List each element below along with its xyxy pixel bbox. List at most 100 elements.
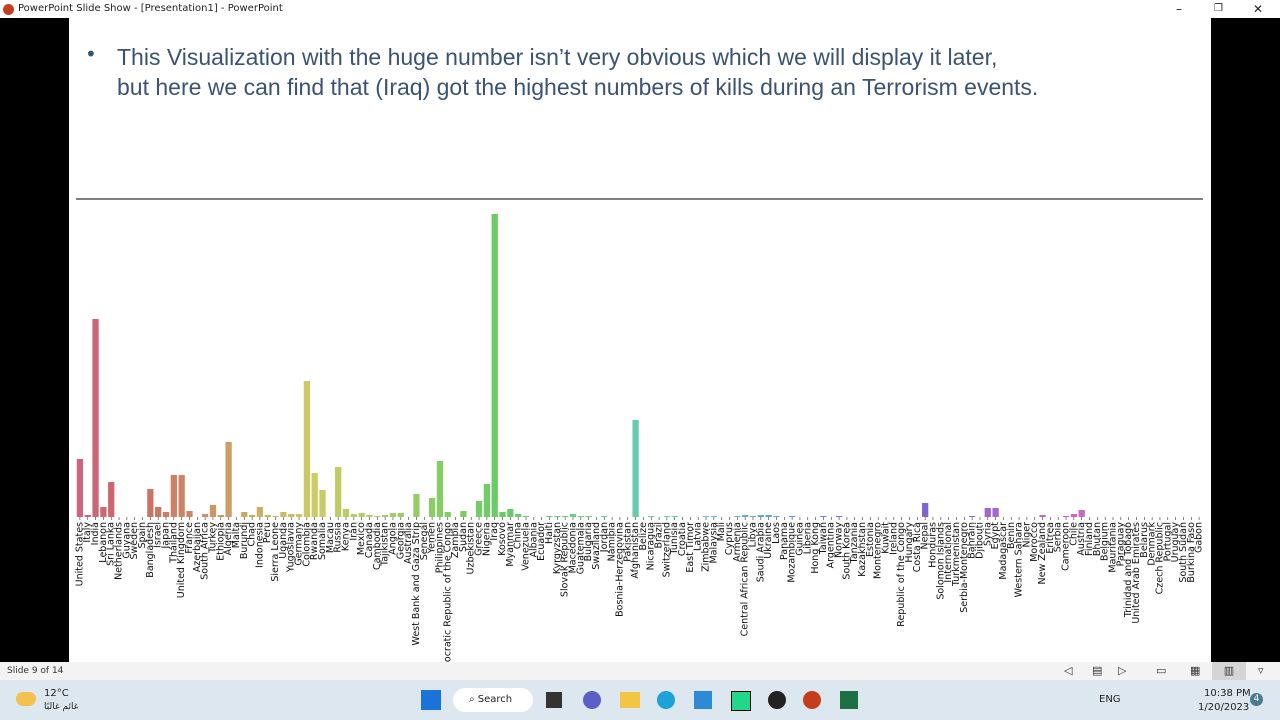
app-icon[interactable] xyxy=(840,691,858,709)
clock-time[interactable]: 10:38 PM xyxy=(1204,688,1251,699)
x-tick-label: China xyxy=(513,522,524,549)
bar xyxy=(632,420,639,517)
app-icon[interactable] xyxy=(583,691,601,709)
x-tick-label: Tajikistan xyxy=(380,522,391,567)
x-tick-label: Algeria xyxy=(223,522,234,555)
x-tick-label: Madagascar xyxy=(998,522,1009,580)
x-tick-label: Norway xyxy=(834,522,845,558)
notification-badge[interactable]: 4 xyxy=(1250,693,1263,706)
x-tick-label: Afghanistan xyxy=(630,522,641,579)
language[interactable]: ENG xyxy=(1099,694,1121,705)
x-tick-label: Zimbabwe xyxy=(701,522,712,572)
x-tick-label: France xyxy=(184,522,195,554)
bar xyxy=(350,514,357,517)
x-tick-label: Central African Republic xyxy=(740,522,751,636)
x-tick-label: Albania xyxy=(528,522,539,557)
x-tick-label: Slovak Republic xyxy=(560,522,571,597)
x-tick-label: Mexico xyxy=(356,522,367,555)
x-tick-label: Denmark xyxy=(1147,522,1158,566)
status-bar: Slide 9 of 14 ◁ ▤ ▷ ▭ ▦ ▥ ▿ xyxy=(0,662,1280,680)
app-icon[interactable] xyxy=(803,691,821,709)
x-tick-label: Mali xyxy=(716,522,727,541)
bar xyxy=(186,511,193,517)
app-icon[interactable] xyxy=(731,691,751,711)
x-tick-label: Czech Republic xyxy=(1154,522,1165,594)
x-tick-label: Macedonia xyxy=(567,522,578,573)
x-tick-label: Swaziland xyxy=(591,522,602,570)
prev-button[interactable]: ◁ xyxy=(1064,664,1073,677)
x-tick-label: Sri Lanka xyxy=(106,522,117,566)
x-tick-label: Italy xyxy=(82,522,93,543)
slideshow-view[interactable]: ▿ xyxy=(1258,664,1264,677)
bar xyxy=(585,516,592,517)
x-tick-label: Paraguay xyxy=(1115,522,1126,567)
x-tick-label: Iraq xyxy=(489,522,500,541)
x-tick-label: Morocco xyxy=(1029,522,1040,562)
taskbar: 12°C غائم غالبًا ⌕ Search ENG 10:38 PM 1… xyxy=(0,680,1280,720)
bar xyxy=(295,514,303,517)
x-tick-label: Australia xyxy=(403,522,414,564)
sorter-view[interactable]: ▦ xyxy=(1190,664,1201,677)
restore[interactable]: ❐ xyxy=(1214,3,1223,14)
bar xyxy=(256,507,264,517)
x-tick-label: Egypt xyxy=(990,522,1001,550)
reading-view[interactable]: ▥ xyxy=(1212,662,1246,680)
app-icon[interactable] xyxy=(620,692,640,708)
x-tick-label: Malaysia xyxy=(708,522,719,564)
menu-button[interactable]: ▤ xyxy=(1092,664,1103,677)
bar xyxy=(749,516,757,517)
bar xyxy=(319,490,326,517)
bar xyxy=(765,515,772,517)
bar xyxy=(272,516,279,517)
x-tick-label: South Africa xyxy=(200,522,211,580)
x-tick-label: Spain xyxy=(137,522,148,549)
x-tick-label: Estonia xyxy=(865,522,876,557)
weather-text: غائم غالبًا xyxy=(44,702,79,712)
x-tick-label: Malta xyxy=(231,522,242,548)
normal-view[interactable]: ▭ xyxy=(1156,664,1167,677)
x-tick-label: Saudi Arabia xyxy=(755,522,766,582)
x-tick-label: Ethiopia xyxy=(215,522,226,561)
bar xyxy=(248,515,256,517)
bar xyxy=(342,509,350,517)
bar xyxy=(499,512,506,517)
bar xyxy=(100,507,107,517)
x-tick-label: Jordan xyxy=(599,522,610,553)
bar xyxy=(374,516,381,517)
close[interactable]: ✕ xyxy=(1253,2,1264,16)
app-icon[interactable] xyxy=(657,691,675,709)
bar xyxy=(155,507,162,517)
bar xyxy=(92,319,99,517)
x-tick-label: Hong Kong xyxy=(810,522,821,574)
bar xyxy=(820,516,827,517)
search-box[interactable]: ⌕ Search xyxy=(453,688,533,712)
next-button[interactable]: ▷ xyxy=(1118,664,1127,677)
clock-date[interactable]: 1/20/2023 xyxy=(1198,702,1250,713)
app-icon[interactable] xyxy=(546,692,562,708)
x-tick-label: Turkey xyxy=(207,522,218,554)
x-tick-label: Greece xyxy=(474,522,485,556)
bar xyxy=(984,508,991,517)
minimize[interactable]: – xyxy=(1176,2,1182,16)
bar xyxy=(742,515,749,517)
x-tick-label: Cameroon xyxy=(1061,522,1072,571)
x-tick-label: Rwanda xyxy=(309,522,320,560)
app-icon[interactable] xyxy=(768,691,786,709)
bar xyxy=(170,475,177,517)
x-tick-label: Tanzania xyxy=(849,522,860,564)
x-tick-label: Pakistan xyxy=(622,522,633,562)
x-tick-label: Yemen xyxy=(427,522,438,555)
bar xyxy=(209,505,217,517)
start-button[interactable] xyxy=(421,690,441,710)
app-icon[interactable] xyxy=(694,691,712,709)
x-tick-label: Finland xyxy=(1084,522,1095,556)
bar xyxy=(483,484,491,517)
x-tick-label: Bhutan xyxy=(1092,522,1103,556)
bar xyxy=(162,512,170,517)
x-tick-label: Yugoslavia xyxy=(286,522,297,573)
bar xyxy=(108,482,115,517)
bar xyxy=(1078,510,1085,517)
x-tick-label: Uruguay xyxy=(1170,522,1181,563)
x-tick-label: South Korea xyxy=(841,522,852,580)
